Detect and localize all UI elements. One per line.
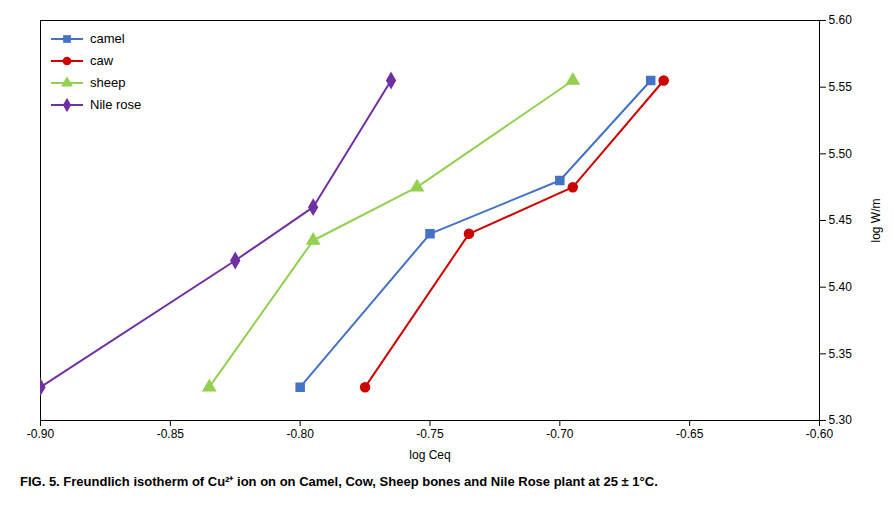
- svg-text:-0.85: -0.85: [157, 427, 185, 441]
- svg-text:5.40: 5.40: [829, 280, 853, 294]
- svg-text:5.50: 5.50: [829, 147, 853, 161]
- svg-text:5.60: 5.60: [829, 13, 853, 27]
- svg-text:log Ceq: log Ceq: [409, 448, 450, 462]
- svg-text:5.55: 5.55: [829, 80, 853, 94]
- svg-text:log W/m: log W/m: [869, 198, 883, 242]
- html-text:caw: caw: [90, 53, 114, 68]
- svg-text:-0.80: -0.80: [286, 427, 314, 441]
- svg-text:5.45: 5.45: [829, 213, 853, 227]
- svg-text:-0.75: -0.75: [416, 427, 444, 441]
- html-text:FIG. 5. Freundlich isotherm of: FIG. 5. Freundlich isotherm of Cu²⁺ ion …: [20, 474, 658, 489]
- html-text:sheep: sheep: [90, 75, 126, 90]
- svg-text:-0.65: -0.65: [676, 427, 704, 441]
- svg-text:-0.90: -0.90: [27, 427, 55, 441]
- html-text:camel: camel: [90, 31, 125, 46]
- html-text:Nile rose: Nile rose: [90, 97, 142, 112]
- svg-text:-0.70: -0.70: [546, 427, 574, 441]
- svg-text:5.30: 5.30: [829, 413, 853, 427]
- svg-text:5.35: 5.35: [829, 347, 853, 361]
- svg-text:-0.60: -0.60: [806, 427, 834, 441]
